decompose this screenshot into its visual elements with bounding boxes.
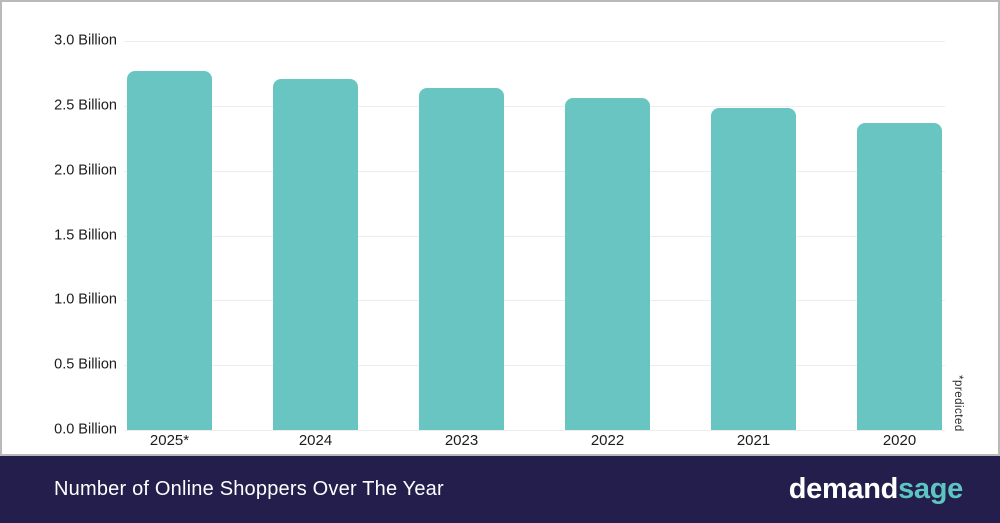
x-tick-label: 2022 [590,432,625,449]
logo-text-demand: demand [788,473,899,505]
logo-text-sage: sage [898,473,963,505]
plot-area [124,41,945,431]
x-tick-label: 2023 [444,432,479,449]
gridline [124,430,945,431]
predicted-annotation: *predicted [952,375,964,432]
gridline [124,235,945,237]
footer-bar: Number of Online Shoppers Over The Year … [0,456,1000,523]
y-tick-label: 2.5 Billion [54,97,117,114]
gridline [124,41,945,42]
demandsage-logo: demandsage [788,473,964,506]
y-tick-label: 2.0 Billion [54,162,117,179]
gridline [124,105,945,107]
x-tick-label: 2025* [149,432,190,449]
bar-2025* [127,70,212,430]
x-axis: 2025* 2024 2023 2022 2021 2020 [124,432,945,454]
bar-2022 [565,98,650,430]
chart-card: 3.0 Billion 2.5 Billion 2.0 Billion 1.5 Bil… [0,0,1000,456]
gridline [124,170,945,172]
y-tick-label: 3.0 Billion [54,32,117,49]
gridline [124,365,945,367]
bar-2023 [419,87,504,430]
bar-2020 [857,122,942,430]
bar-2021 [711,108,796,430]
chart-title: Number of Online Shoppers Over The Year [54,478,444,500]
y-axis: 3.0 Billion 2.5 Billion 2.0 Billion 1.5 Bil… [2,33,117,438]
x-tick-label: 2024 [298,432,333,449]
gridline [124,300,945,302]
y-tick-label: 0.5 Billion [54,356,117,373]
x-tick-label: 2021 [736,432,771,449]
y-tick-label: 1.0 Billion [54,292,117,309]
y-tick-label: 0.0 Billion [54,421,117,438]
bar-2024 [273,78,358,430]
y-tick-label: 1.5 Billion [54,227,117,244]
x-tick-label: 2020 [882,432,917,449]
